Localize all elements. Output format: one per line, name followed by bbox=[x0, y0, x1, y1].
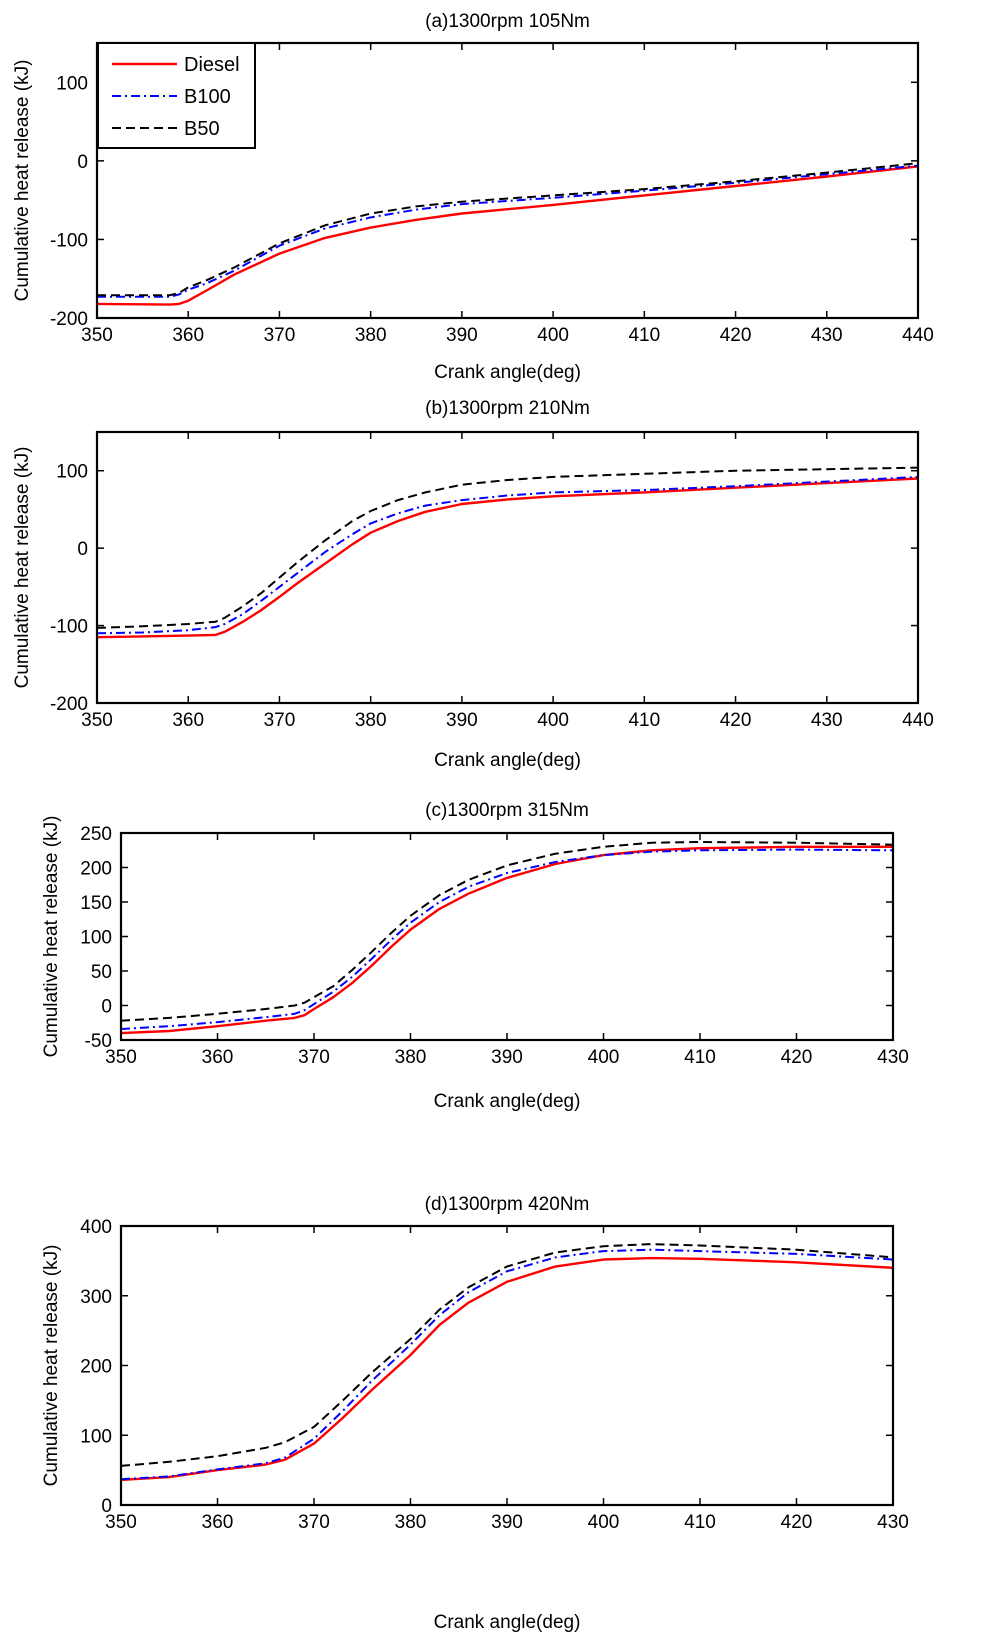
panel-4-xlabel: Crank angle(deg) bbox=[434, 1612, 581, 1633]
panel-4-xtick-label: 430 bbox=[877, 1512, 909, 1533]
panel-2-xtick-label: 430 bbox=[811, 710, 843, 731]
panel-4-xtick-label: 400 bbox=[588, 1512, 620, 1533]
panel-2-xtick-label: 390 bbox=[446, 710, 478, 731]
panel-3-xtick-label: 420 bbox=[781, 1047, 813, 1068]
panel-3-xtick-label: 390 bbox=[491, 1047, 523, 1068]
panel-3-xtick-label: 370 bbox=[298, 1047, 330, 1068]
panel-2-series-b50 bbox=[97, 466, 918, 629]
panel-1-ytick-label: 100 bbox=[56, 73, 88, 94]
panel-1-ytick-label: -200 bbox=[50, 309, 88, 330]
panel-3-xtick-label: 360 bbox=[202, 1047, 234, 1068]
panel-4-ytick-label: 400 bbox=[80, 1217, 112, 1238]
panel-4-series-b50 bbox=[121, 1243, 893, 1467]
panel-1-xtick-label: 430 bbox=[811, 325, 843, 346]
panel-1-xtick-label: 390 bbox=[446, 325, 478, 346]
panel-1-ytick-label: -100 bbox=[50, 230, 88, 251]
panel-2-xtick-label: 350 bbox=[81, 710, 113, 731]
panel-3-ytick-label: 50 bbox=[91, 962, 112, 983]
panel-3-title: (c)1300rpm 315Nm bbox=[425, 800, 589, 821]
panel-4-xtick-label: 410 bbox=[684, 1512, 716, 1533]
panel-2-xtick-label: 410 bbox=[628, 710, 660, 731]
panel-4-ylabel: Cumulative heat release (kJ) bbox=[41, 1245, 62, 1487]
panel-1-series-b100 bbox=[97, 164, 918, 298]
legend-label-b100: B100 bbox=[184, 86, 231, 108]
panel-3-ytick-label: 150 bbox=[80, 893, 112, 914]
panel-3-ytick-label: 250 bbox=[80, 824, 112, 845]
panel-3-xtick-label: 400 bbox=[588, 1047, 620, 1068]
panel-4-ytick-label: 0 bbox=[101, 1496, 112, 1517]
panel-1-xtick-label: 400 bbox=[537, 325, 569, 346]
panel-3-series-b50 bbox=[121, 841, 893, 1022]
panel-2-ytick-label: 100 bbox=[56, 462, 88, 483]
legend-label-diesel: Diesel bbox=[184, 54, 240, 76]
panel-2-ytick-label: -200 bbox=[50, 694, 88, 715]
panel-3-ytick-label: 0 bbox=[101, 997, 112, 1018]
panel-4-ytick-label: 200 bbox=[80, 1357, 112, 1378]
panel-4-series-diesel bbox=[121, 1256, 893, 1482]
panel-1-xtick-label: 420 bbox=[720, 325, 752, 346]
panel-3-xtick-label: 350 bbox=[105, 1047, 137, 1068]
panel-2-xtick-label: 400 bbox=[537, 710, 569, 731]
panel-4-xtick-label: 390 bbox=[491, 1512, 523, 1533]
panel-3-series-diesel bbox=[121, 845, 893, 1035]
panel-4-series-b100 bbox=[121, 1248, 893, 1481]
panel-3-ytick-label: -50 bbox=[85, 1031, 112, 1052]
panel-2-ytick-label: -100 bbox=[50, 617, 88, 638]
panel-2-series-diesel bbox=[97, 477, 918, 639]
panel-1-series-b50 bbox=[97, 162, 918, 297]
panel-2-series-b100 bbox=[97, 475, 918, 635]
panel-4-ytick-label: 100 bbox=[80, 1426, 112, 1447]
panel-1-ylabel: Cumulative heat release (kJ) bbox=[12, 60, 33, 302]
panel-4-xtick-label: 380 bbox=[395, 1512, 427, 1533]
panel-3-ylabel: Cumulative heat release (kJ) bbox=[41, 816, 62, 1058]
panel-1-ytick-label: 0 bbox=[77, 152, 88, 173]
panel-1-series-diesel bbox=[97, 165, 918, 306]
panel-2-xtick-label: 420 bbox=[720, 710, 752, 731]
panel-4-title: (d)1300rpm 420Nm bbox=[425, 1194, 590, 1215]
panel-2-xtick-label: 370 bbox=[264, 710, 296, 731]
panel-2-title: (b)1300rpm 210Nm bbox=[425, 398, 590, 419]
panel-3-ytick-label: 200 bbox=[80, 859, 112, 880]
panel-4-xtick-label: 420 bbox=[781, 1512, 813, 1533]
panel-3-xlabel: Crank angle(deg) bbox=[434, 1091, 581, 1112]
panel-4-ytick-label: 300 bbox=[80, 1287, 112, 1308]
panel-4-xtick-label: 370 bbox=[298, 1512, 330, 1533]
panel-3-xtick-label: 380 bbox=[395, 1047, 427, 1068]
panel-2-xtick-label: 360 bbox=[172, 710, 204, 731]
panel-1-xtick-label: 350 bbox=[81, 325, 113, 346]
panel-4-xtick-label: 360 bbox=[202, 1512, 234, 1533]
panel-1-xlabel: Crank angle(deg) bbox=[434, 362, 581, 383]
panel-2-ylabel: Cumulative heat release (kJ) bbox=[12, 447, 33, 689]
panel-1-axes-box bbox=[95, 41, 920, 320]
panel-3-ytick-label: 100 bbox=[80, 928, 112, 949]
panel-4-axes-box bbox=[119, 1224, 895, 1507]
panel-4-xtick-label: 350 bbox=[105, 1512, 137, 1533]
panel-2-ytick-label: 0 bbox=[77, 539, 88, 560]
panel-1-xtick-label: 370 bbox=[264, 325, 296, 346]
panel-3-xtick-label: 410 bbox=[684, 1047, 716, 1068]
panel-2-xtick-label: 380 bbox=[355, 710, 387, 731]
panel-3-xtick-label: 430 bbox=[877, 1047, 909, 1068]
panel-1-xtick-label: 360 bbox=[172, 325, 204, 346]
legend-label-b50: B50 bbox=[184, 118, 220, 140]
panel-1-xtick-label: 440 bbox=[902, 325, 934, 346]
panel-3-series-b100 bbox=[121, 848, 893, 1030]
panel-1-xtick-label: 410 bbox=[628, 325, 660, 346]
panel-2-xlabel: Crank angle(deg) bbox=[434, 750, 581, 771]
panel-2-xtick-label: 440 bbox=[902, 710, 934, 731]
panel-1-xtick-label: 380 bbox=[355, 325, 387, 346]
panel-1-title: (a)1300rpm 105Nm bbox=[425, 11, 590, 32]
panel-3-axes-box bbox=[119, 831, 895, 1042]
panel-2-axes-box bbox=[95, 430, 920, 705]
